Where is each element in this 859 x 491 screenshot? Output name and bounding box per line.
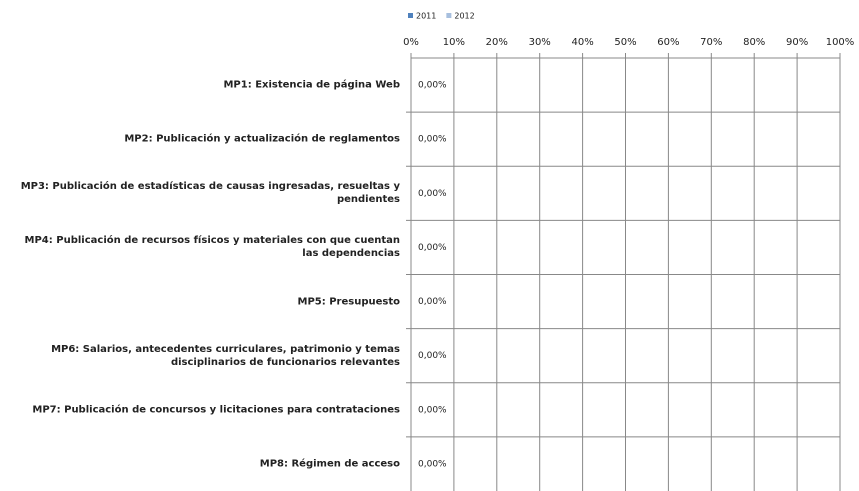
x-tick-label: 50% [614,37,636,48]
value-label: 0,00% [418,459,447,469]
x-tick-label: 100% [826,37,855,48]
category-label: MP7: Publicación de concursos y licitaci… [32,404,400,416]
x-tick-label: 10% [443,37,465,48]
category-label: MP3: Publicación de estadísticas de caus… [20,181,400,206]
legend-label: 2012 [454,12,474,21]
value-label: 0,00% [418,81,447,91]
x-tick-label: 0% [403,37,419,48]
legend-swatch [408,13,413,18]
x-tick-label: 40% [571,37,593,48]
value-label: 0,00% [418,189,447,199]
category-label: MP1: Existencia de página Web [223,79,400,91]
x-tick-label: 20% [486,37,508,48]
value-label: 0,00% [418,297,447,307]
category-label: MP2: Publicación y actualización de regl… [124,133,400,145]
category-label: MP5: Presupuesto [297,296,401,308]
legend-label: 2011 [416,12,436,21]
category-label: MP6: Salarios, antecedentes curriculares… [51,343,400,368]
x-tick-label: 70% [700,37,722,48]
legend-swatch [446,13,452,18]
value-label: 0,00% [418,405,447,415]
category-label: MP4: Publicación de recursos físicos y m… [24,235,400,260]
x-tick-label: 30% [529,37,551,48]
value-label: 0,00% [418,135,447,145]
x-tick-label: 80% [743,37,765,48]
value-label: 0,00% [418,351,447,361]
category-label: MP8: Régimen de acceso [259,458,400,470]
x-tick-label: 90% [786,37,808,48]
x-tick-label: 60% [657,37,679,48]
value-label: 0,00% [418,243,447,253]
